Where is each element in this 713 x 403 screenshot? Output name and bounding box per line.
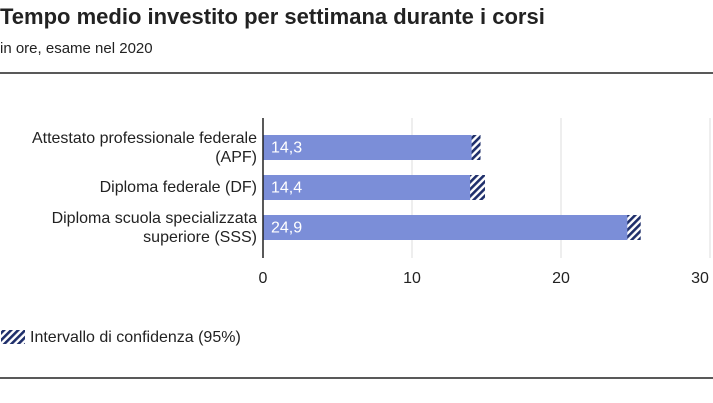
x-tick-label: 0 <box>259 270 268 287</box>
chart-subtitle: in ore, esame nel 2020 <box>0 40 153 57</box>
bar <box>263 215 635 240</box>
value-label: 14,4 <box>271 180 302 197</box>
x-tick-label: 20 <box>552 270 570 287</box>
x-tick-label: 10 <box>403 270 421 287</box>
bar <box>263 135 477 160</box>
chart-title: Tempo medio investito per settimana dura… <box>0 4 545 29</box>
error-bar <box>471 135 481 160</box>
error-bar <box>470 175 486 200</box>
legend-swatch <box>1 330 25 344</box>
y-tick-label: Attestato professionale federale (APF) <box>31 129 257 166</box>
x-tick-label: 30 <box>691 270 709 287</box>
value-label: 14,3 <box>271 140 302 157</box>
legend-label: Intervallo di confidenza (95%) <box>30 329 241 346</box>
error-bar <box>627 215 641 240</box>
y-tick-label: Diploma federale (DF) <box>99 179 257 196</box>
y-tick-label: Diploma scuola specializzata superiore (… <box>51 209 257 246</box>
value-label: 24,9 <box>271 220 302 237</box>
bar <box>263 175 478 200</box>
